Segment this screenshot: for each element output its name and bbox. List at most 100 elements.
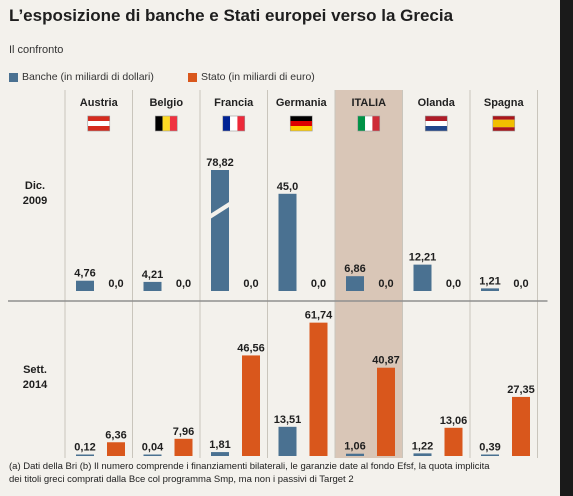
flag-stripe xyxy=(425,121,448,126)
flag-stripe xyxy=(222,116,231,131)
category-label-spagna: Spagna xyxy=(484,97,525,109)
label-stato-francia: 46,56 xyxy=(237,342,265,354)
bar-banche-spagna xyxy=(481,288,499,291)
category-label-olanda: Olanda xyxy=(418,97,456,109)
bar-stato-austria xyxy=(107,442,125,456)
bar-banche-germania xyxy=(278,426,297,456)
flag-olanda-icon xyxy=(424,115,448,132)
legend-swatch-stato xyxy=(188,72,197,82)
category-label-austria: Austria xyxy=(80,97,119,109)
bar-stato-belgio xyxy=(174,438,193,456)
flag-stripe xyxy=(425,126,448,131)
flag-stripe xyxy=(290,126,313,131)
label-banche-francia: 78,82 xyxy=(206,157,234,169)
label-stato-italia: 0,0 xyxy=(378,278,393,290)
bar-break-mark xyxy=(209,200,231,220)
bar-banche-francia xyxy=(211,170,229,291)
bar-stato-francia xyxy=(242,355,260,456)
bar-banche-francia xyxy=(211,452,229,456)
flag-stripe xyxy=(230,116,238,131)
flag-spagna-icon xyxy=(492,115,516,132)
bar-banche-austria xyxy=(76,454,94,456)
flag-stripe xyxy=(372,116,380,131)
flag-stripe xyxy=(87,121,110,126)
flag-stripe xyxy=(87,116,110,121)
category-label-italia: ITALIA xyxy=(351,97,386,109)
window-edge xyxy=(560,0,573,496)
bar-stato-spagna xyxy=(512,396,530,456)
label-banche-olanda: 12,21 xyxy=(409,252,437,264)
chart-subtitle: Il confronto xyxy=(9,44,64,56)
flag-stripe xyxy=(425,116,448,121)
bar-stato-italia xyxy=(377,367,395,456)
bar-banche-germania xyxy=(278,193,297,291)
category-label-francia: Francia xyxy=(214,97,254,109)
flag-stripe xyxy=(492,119,515,128)
chart-title: L’esposizione di banche e Stati europei … xyxy=(9,6,454,25)
label-banche-austria: 4,76 xyxy=(74,268,95,280)
bar-banche-italia xyxy=(346,453,364,456)
bar-banche-olanda xyxy=(413,264,432,291)
label-stato-belgio: 7,96 xyxy=(173,426,194,438)
flag-austria-icon xyxy=(87,115,111,132)
flag-stripe xyxy=(492,127,515,131)
legend-label-banche: Banche (in miliardi di dollari) xyxy=(22,71,154,83)
flag-stripe xyxy=(162,116,170,131)
legend-label-stato: Stato (in miliardi di euro) xyxy=(201,71,315,83)
footnote-line-1: (a) Dati della Bri (b) Il numero compren… xyxy=(9,461,490,472)
legend-item-stato: Stato (in miliardi di euro) xyxy=(188,71,315,83)
label-banche-germania: 13,51 xyxy=(274,414,302,426)
category-label-belgio: Belgio xyxy=(149,97,183,109)
label-banche-italia: 1,06 xyxy=(344,441,365,453)
label-stato-austria: 6,36 xyxy=(105,429,126,441)
legend-swatch-banche xyxy=(9,72,18,82)
label-stato-francia: 0,0 xyxy=(243,278,258,290)
label-stato-germania: 61,74 xyxy=(305,310,333,322)
flag-stripe xyxy=(87,126,110,131)
legend-item-banche: Banche (in miliardi di dollari) xyxy=(9,71,154,83)
flag-stripe xyxy=(290,121,313,126)
bar-banche-belgio xyxy=(143,454,162,456)
period-label-sett2014: 2014 xyxy=(23,379,48,391)
label-banche-austria: 0,12 xyxy=(74,442,95,454)
flag-stripe xyxy=(492,116,515,120)
label-stato-germania: 0,0 xyxy=(311,278,326,290)
category-label-germania: Germania xyxy=(276,97,328,109)
label-banche-germania: 45,0 xyxy=(277,181,298,193)
bar-chart: Austria Belgio Francia Germania ITALIA Olanda… xyxy=(8,90,548,458)
label-stato-spagna: 0,0 xyxy=(513,278,528,290)
period-label-dic2009: Dic. xyxy=(25,180,45,192)
flag-belgio-icon xyxy=(154,115,178,132)
flag-stripe xyxy=(237,116,245,131)
label-banche-spagna: 1,21 xyxy=(479,275,500,287)
period-label-sett2014: Sett. xyxy=(23,364,47,376)
label-banche-spagna: 0,39 xyxy=(479,442,500,454)
bar-banche-austria xyxy=(76,280,94,291)
bar-stato-germania xyxy=(309,322,328,456)
label-banche-italia: 6,86 xyxy=(344,263,365,275)
bar-banche-belgio xyxy=(143,281,162,291)
label-banche-olanda: 1,22 xyxy=(412,440,433,452)
flag-italia-icon xyxy=(357,115,381,132)
label-banche-belgio: 4,21 xyxy=(142,269,163,281)
label-stato-belgio: 0,0 xyxy=(176,278,191,290)
bar-banche-spagna xyxy=(481,454,499,456)
flag-stripe xyxy=(155,116,163,131)
flag-stripe xyxy=(290,116,313,121)
bar-stato-olanda xyxy=(444,427,463,456)
flag-stripe xyxy=(357,116,366,131)
footnote: (a) Dati della Bri (b) Il numero compren… xyxy=(9,460,561,486)
label-stato-olanda: 0,0 xyxy=(446,278,461,290)
period-label-dic2009: 2009 xyxy=(23,195,47,207)
label-banche-francia: 1,81 xyxy=(209,439,230,451)
bar-banche-italia xyxy=(346,276,364,291)
label-stato-spagna: 27,35 xyxy=(507,384,535,396)
label-stato-olanda: 13,06 xyxy=(440,415,468,427)
label-stato-italia: 40,87 xyxy=(372,355,400,367)
bar-banche-olanda xyxy=(413,453,432,456)
flag-stripe xyxy=(365,116,373,131)
label-stato-austria: 0,0 xyxy=(108,278,123,290)
flag-stripe xyxy=(169,116,178,131)
flag-francia-icon xyxy=(222,115,246,132)
